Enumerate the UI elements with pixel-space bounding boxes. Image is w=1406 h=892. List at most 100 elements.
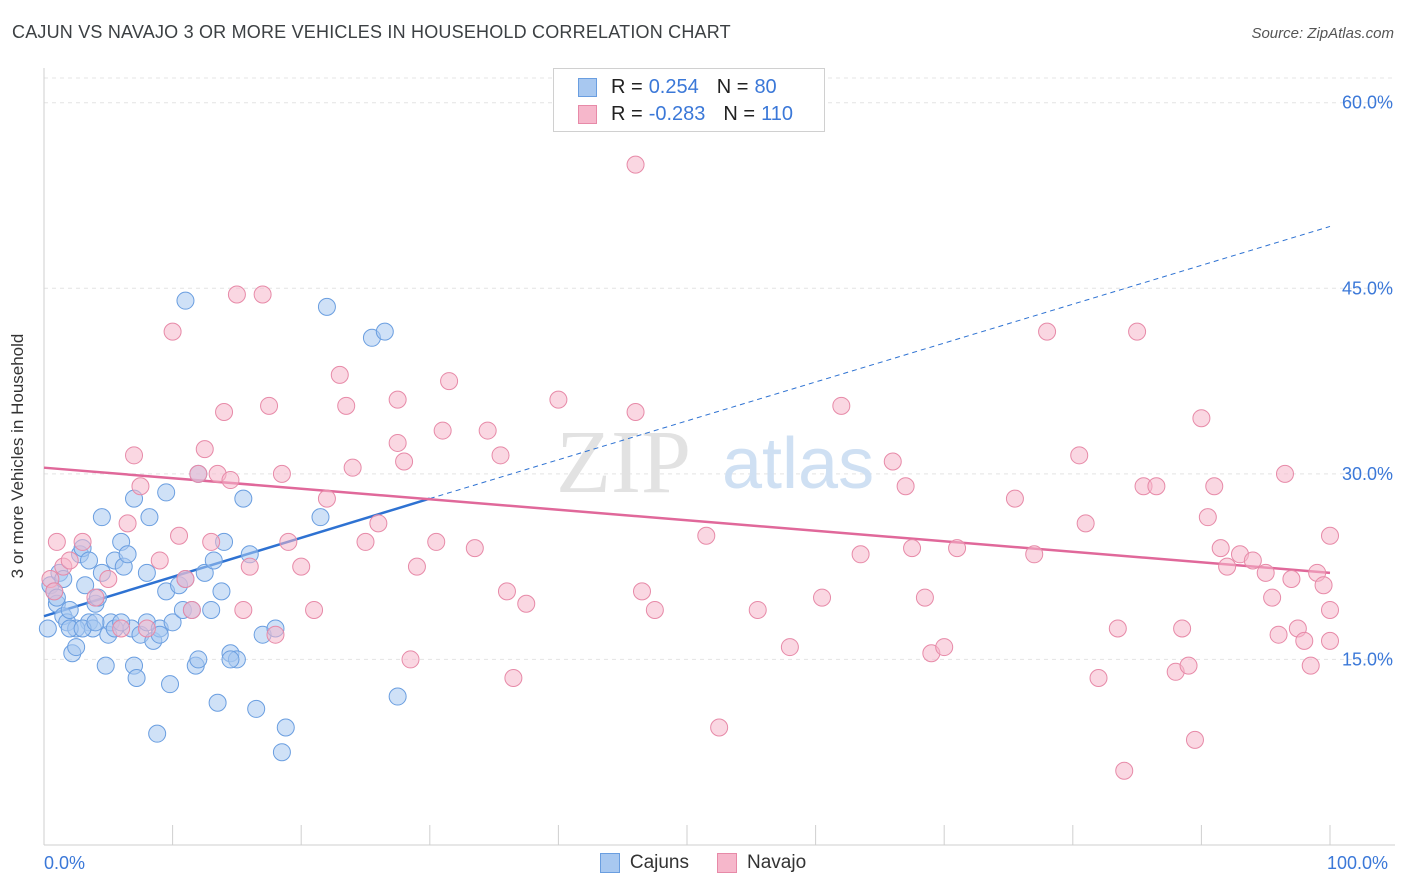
navajo-point [1269,625,1288,644]
cajuns-point [118,545,137,564]
navajo-point [626,155,645,174]
cajuns-legend-swatch [599,853,620,873]
cajuns-point [388,687,407,706]
y-tick-labels: 15.0% 30.0% 45.0% 60.0% [1342,93,1393,670]
navajo-point [1173,619,1192,638]
navajo-point [343,458,362,477]
navajo-point [1314,576,1333,595]
cajuns-point [212,582,231,601]
cajuns-point [204,551,223,570]
navajo-point [45,582,64,601]
navajo-point [1218,557,1237,576]
navajo-point [440,372,459,391]
n-label: N = [723,102,756,125]
cajuns-point [76,576,95,595]
navajo-point [125,446,144,465]
navajo-point [369,514,388,533]
navajo-point [395,452,414,471]
axes [43,68,1395,846]
navajo-point [1256,563,1275,582]
chart-title: CAJUN VS NAVAJO 3 OR MORE VEHICLES IN HO… [12,22,731,42]
series-legend: Cajuns Navajo [0,852,1406,874]
y-tick-label: 30.0% [1342,464,1393,484]
n-label: N = [716,75,749,98]
navajo-point [948,539,967,558]
cajuns-point [202,600,221,619]
navajo-trend-line [43,466,1331,575]
navajo-point [478,421,497,440]
navajo-point [337,396,356,415]
navajo-point [710,718,729,737]
navajo-point [465,539,484,558]
navajo-point [1301,656,1320,675]
navajo-point [697,526,716,545]
navajo-point [170,526,189,545]
navajo-point [150,551,169,570]
cajuns-point [127,668,146,687]
navajo-point [626,403,645,422]
navajo-point [1321,526,1339,545]
navajo-point [279,532,298,551]
navajo-point [99,570,118,589]
navajo-point [1076,514,1095,533]
y-tick-label: 15.0% [1342,649,1393,669]
cajuns-trend-line [43,497,431,618]
navajo-point [832,396,851,415]
navajo-point [1321,600,1339,619]
legend-item-navajo[interactable]: Navajo [717,852,806,874]
navajo-point [1128,322,1147,341]
navajo-legend-label: Navajo [747,852,807,873]
cajuns-point [86,613,105,632]
legend-item-cajuns[interactable]: Cajuns [599,852,689,874]
trend-lines [43,225,1331,618]
cajuns-point [311,508,330,527]
navajo-point [305,600,324,619]
navajo-point [780,638,799,657]
navajo-point [1025,545,1044,564]
navajo-point [1115,761,1134,780]
navajo-point [1275,464,1294,483]
cajuns-point [140,508,159,527]
navajo-point [163,322,182,341]
series-navajo [41,155,1339,780]
navajo-point [1147,477,1166,496]
navajo-point [112,619,131,638]
navajo-point [915,588,934,607]
navajo-point [202,532,221,551]
navajo-point [1263,588,1282,607]
cajuns-point [189,650,208,669]
r-value: 0.254 [648,75,699,98]
cajuns-point [163,613,182,632]
navajo-point [60,551,79,570]
r-label: R = [611,102,643,125]
cajuns-point [208,693,227,712]
navajo-point [234,600,253,619]
navajo-legend-swatch [717,853,737,873]
navajo-point [260,396,279,415]
cajuns-point [96,656,115,675]
navajo-point [266,625,285,644]
navajo-point [137,619,156,638]
navajo-point [491,446,510,465]
x-tick-label-min: 0.0% [44,853,86,873]
navajo-swatch [578,104,597,124]
cajuns-trend-extension [429,225,1331,500]
navajo-point [182,600,201,619]
source-label: Source: ZipAtlas.com [1251,25,1394,42]
navajo-point [272,464,291,483]
navajo-point [388,433,407,452]
navajo-point [86,588,105,607]
navajo-point [497,582,516,601]
r-label: R = [611,75,643,98]
stats-legend: R = 0.254 N = 80 R = -0.283 N = 110 [553,68,825,132]
navajo-point [292,557,311,576]
cajuns-point [161,675,180,694]
navajo-point [1192,409,1211,428]
y-axis-label: 3 or more Vehicles in Household [8,333,27,579]
navajo-point [330,365,349,384]
n-value: 80 [754,75,777,98]
navajo-point [935,638,954,657]
watermark-zip: ZIP [556,413,691,512]
navajo-point [1211,539,1230,558]
